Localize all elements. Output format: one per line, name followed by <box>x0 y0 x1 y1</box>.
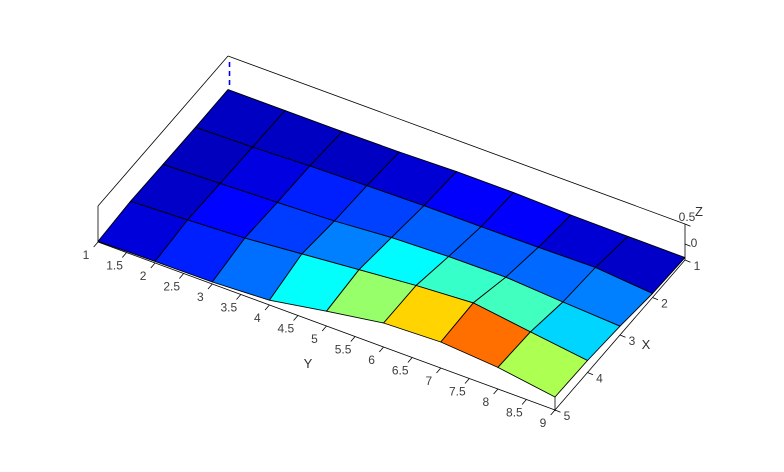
y-tick-label: 4.5 <box>278 322 295 336</box>
surface-mesh <box>97 89 686 398</box>
axis-box <box>97 55 686 260</box>
y-tick-label: 6 <box>368 353 375 367</box>
z-axis-title: Z <box>695 204 703 219</box>
z-tick-label: 0.5 <box>679 210 696 224</box>
y-tick-label: 9 <box>540 416 547 430</box>
y-axis: 1 1.5 2 2.5 3 3.5 4 4.5 5 5.5 6 6.5 7 7.5 8 8.5 9 Y <box>83 241 556 430</box>
y-tick-label: 1.5 <box>106 259 123 273</box>
y-tick-label: 3.5 <box>220 301 237 315</box>
y-tick-label: 2.5 <box>163 280 180 294</box>
y-tick-label: 2 <box>140 269 147 283</box>
y-tick-label: 7.5 <box>449 385 466 399</box>
y-tick-label: 1 <box>83 248 90 262</box>
y-tick-label: 7 <box>425 374 432 388</box>
z-axis: 0 0.5 Z <box>679 204 703 250</box>
y-tick-label: 5.5 <box>335 343 352 357</box>
x-tick-label: 1 <box>694 259 701 273</box>
y-tick-label: 4 <box>254 311 261 325</box>
x-axis-title: X <box>642 337 651 352</box>
y-tick-label: 6.5 <box>392 364 409 378</box>
y-tick-label: 8 <box>483 395 490 409</box>
y-axis-title: Y <box>304 356 313 371</box>
y-tick-label: 8.5 <box>506 406 523 420</box>
z-tick-label: 0 <box>691 236 698 250</box>
x-axis: 1 2 3 4 5 X <box>554 259 701 423</box>
x-tick-label: 4 <box>596 372 603 386</box>
y-tick-label: 5 <box>311 332 318 346</box>
x-tick-label: 2 <box>661 297 668 311</box>
y-tick-label: 3 <box>197 290 204 304</box>
x-tick-label: 3 <box>629 334 636 348</box>
x-tick-label: 5 <box>564 409 571 423</box>
